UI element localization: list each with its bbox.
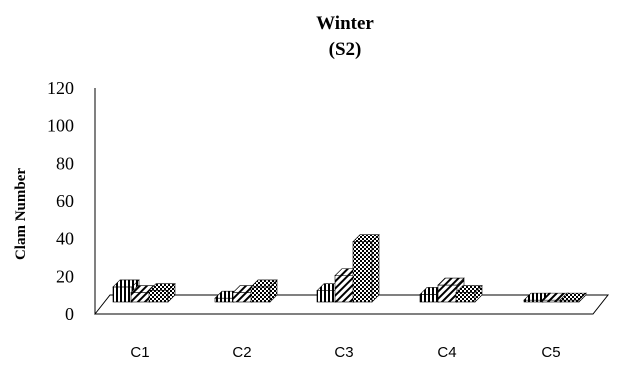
bar-front (112, 286, 133, 303)
y-axis-label: Clam Number (13, 168, 29, 260)
bar-group (112, 234, 587, 303)
bar-side (578, 292, 587, 303)
y-tick-label: 60 (56, 191, 74, 211)
bar-front (214, 297, 235, 303)
bar-front (352, 241, 373, 303)
y-tick-label: 100 (47, 116, 74, 136)
bar-front (232, 292, 253, 303)
x-tick-label: C3 (334, 344, 353, 361)
bar-front (250, 286, 271, 303)
bar-c5-s3 (559, 292, 587, 303)
bar-side (371, 234, 380, 303)
bar-c1-s3 (148, 282, 176, 303)
bar-c2-s3 (250, 279, 278, 303)
bar-side (269, 279, 278, 303)
x-tick-label: C4 (437, 344, 456, 361)
x-tick-labels: C1 C2 C3 C4 C5 (130, 344, 560, 361)
bar-front (334, 275, 355, 303)
chart-subtitle: (S2) (329, 39, 362, 60)
bar-c4-s3 (455, 284, 483, 303)
x-tick-label: C5 (541, 344, 560, 361)
x-tick-label: C1 (130, 344, 149, 361)
bar-front (419, 294, 440, 303)
y-tick-label: 120 (47, 78, 74, 98)
y-tick-label: 40 (56, 229, 74, 249)
bar-c3-s3 (352, 234, 380, 303)
bar-front (455, 292, 476, 303)
bar-front (130, 292, 151, 303)
bar-side (167, 282, 176, 303)
bar-front (437, 284, 458, 303)
bar-side (474, 284, 483, 303)
bar-c4-s2 (437, 277, 465, 303)
y-tick-label: 0 (65, 304, 74, 324)
y-tick-label: 20 (56, 266, 74, 286)
bar-front (148, 290, 169, 303)
bar-front (316, 290, 337, 303)
x-tick-label: C2 (232, 344, 251, 361)
bar-c1-s1 (112, 279, 140, 303)
chart-title: Winter (316, 13, 374, 34)
y-tick-labels: 0 20 40 60 80 100 120 (47, 78, 74, 324)
y-tick-label: 80 (56, 153, 74, 173)
